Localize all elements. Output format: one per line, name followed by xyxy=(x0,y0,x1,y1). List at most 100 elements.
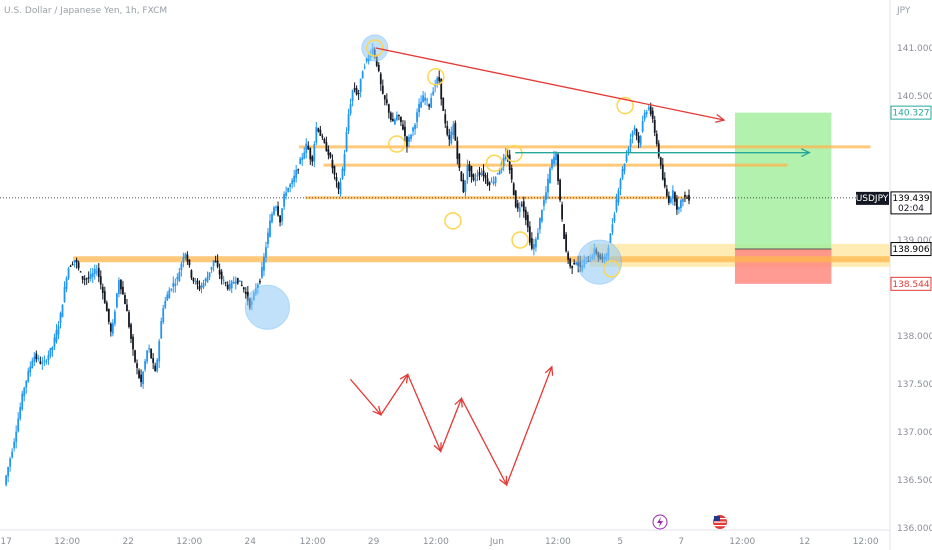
loss-zone xyxy=(734,249,832,284)
candle-body xyxy=(363,66,366,68)
x-tick-label: 22 xyxy=(122,537,133,547)
candle-body xyxy=(81,276,84,280)
candle-body xyxy=(196,280,199,285)
levels-layer xyxy=(0,145,890,263)
candle-body xyxy=(236,277,239,284)
candle-body xyxy=(234,281,237,284)
candle-body xyxy=(537,232,539,240)
price-tag-value: 138.906 xyxy=(892,245,929,255)
x-tick-label: 24 xyxy=(245,537,257,547)
candle-body xyxy=(138,370,140,378)
y-tick-label: 136.500 xyxy=(897,476,932,486)
candle-body xyxy=(118,280,120,294)
candle-body xyxy=(39,361,42,364)
candle-body xyxy=(573,263,576,265)
candle-body xyxy=(166,294,169,301)
candle-body xyxy=(430,97,433,108)
candle-body xyxy=(212,260,215,267)
candle-body xyxy=(569,258,572,267)
candle-body xyxy=(33,356,36,362)
y-tick-label: 136.000 xyxy=(897,524,932,534)
candle-body xyxy=(617,190,620,203)
candle-body xyxy=(355,88,358,95)
candle-body xyxy=(412,127,414,132)
candle-body xyxy=(285,192,288,196)
candle-body xyxy=(408,136,410,142)
candle-body xyxy=(389,112,392,120)
candle-body xyxy=(7,467,10,477)
symbol-tag-box xyxy=(856,191,889,205)
candle-body xyxy=(613,214,616,221)
candle-body xyxy=(655,133,658,144)
swing-circle xyxy=(361,34,389,62)
axes-layer[interactable]: 141.000 140.500 139.000 138.000 137.500 137.0… xyxy=(0,44,932,547)
candle-body xyxy=(79,271,82,273)
candle-body xyxy=(488,182,491,186)
symbol-tag: USDJPY xyxy=(856,194,889,204)
candle-body xyxy=(486,178,489,185)
candle-body xyxy=(545,192,547,200)
candle-body xyxy=(492,181,495,184)
candle-body xyxy=(228,284,231,290)
candle-body xyxy=(482,170,485,177)
swing-point-marker xyxy=(616,96,634,115)
candle-body xyxy=(539,217,541,230)
candle-body xyxy=(61,304,64,318)
candle-body xyxy=(472,174,475,180)
candle-body xyxy=(341,168,344,179)
candle-body xyxy=(75,259,78,263)
chart-title: U.S. Dollar / Japanese Yen, 1h, FXCM xyxy=(4,6,167,16)
candle-body xyxy=(665,188,668,196)
candle-body xyxy=(543,199,545,206)
trendline-arrowhead xyxy=(715,114,726,123)
candle-body xyxy=(156,359,159,372)
candle-body xyxy=(126,304,128,312)
lightning-icon[interactable] xyxy=(652,514,668,530)
candle-body xyxy=(190,270,193,278)
candle-body xyxy=(391,118,394,122)
price-tag-value: 140.327 xyxy=(892,109,929,119)
candle-body xyxy=(182,257,185,263)
candle-body xyxy=(287,187,290,192)
candle-body xyxy=(15,431,18,442)
candle-body xyxy=(410,135,412,139)
candle-body xyxy=(532,244,535,250)
candle-body xyxy=(51,346,54,351)
candle-body xyxy=(347,114,350,132)
candle-body xyxy=(83,278,86,280)
y-tick-label: 140.500 xyxy=(897,92,932,102)
candle-body xyxy=(164,300,167,308)
candle-body xyxy=(404,126,406,137)
candle-body xyxy=(214,260,217,263)
x-tick-label: 5 xyxy=(617,537,623,547)
countdown-label: 02:04 xyxy=(898,204,924,214)
candle-body xyxy=(122,286,124,295)
candle-body xyxy=(682,199,684,202)
candle-body xyxy=(85,278,88,280)
swing-point-marker xyxy=(602,260,621,278)
candle-body xyxy=(365,58,368,62)
candle-body xyxy=(216,260,219,267)
candle-body xyxy=(279,215,281,223)
candle-body xyxy=(402,124,404,130)
price-tag-box xyxy=(890,105,932,120)
us-flag-icon[interactable] xyxy=(713,515,727,529)
candle-body xyxy=(87,277,90,279)
candle-body xyxy=(520,204,523,206)
candle-body xyxy=(657,143,660,157)
candle-body xyxy=(514,190,517,207)
candle-body xyxy=(317,128,320,132)
candle-body xyxy=(271,214,273,223)
swing-point-marker xyxy=(485,154,504,172)
candle-body xyxy=(528,226,531,243)
candle-body xyxy=(462,179,465,193)
swing-point-marker xyxy=(511,231,529,249)
candle-body xyxy=(446,125,449,135)
candle-body xyxy=(160,321,163,339)
candle-body xyxy=(257,284,259,289)
candle-body xyxy=(283,194,285,207)
candle-body xyxy=(27,370,30,382)
candle-body xyxy=(470,165,473,177)
candle-body xyxy=(335,176,338,182)
